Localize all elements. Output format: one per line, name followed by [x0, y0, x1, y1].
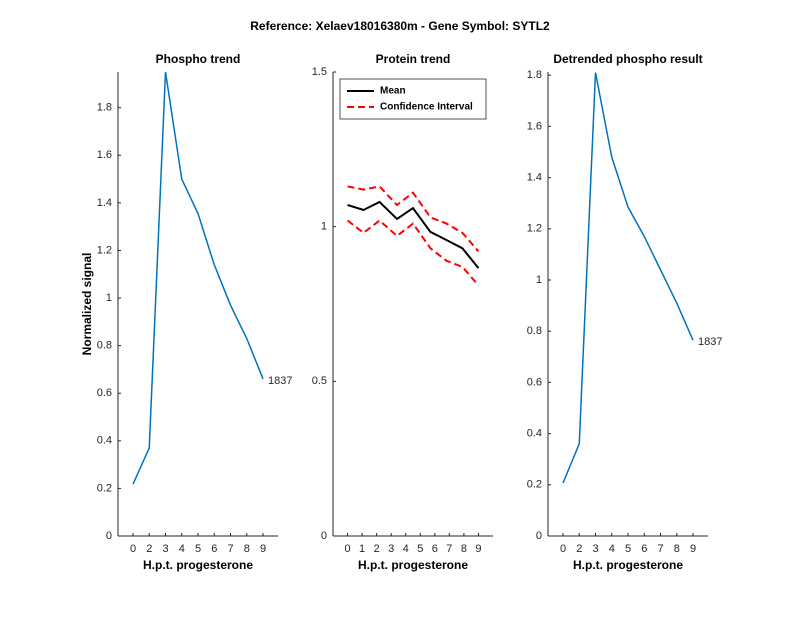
- y-tick-label: 1.2: [527, 223, 542, 235]
- x-tick-label: 0: [344, 543, 350, 555]
- figure-title: Reference: Xelaev18016380m - Gene Symbol…: [250, 19, 550, 33]
- axis-title: Protein trend: [376, 52, 451, 66]
- x-tick-label: 8: [461, 543, 467, 555]
- x-tick-label: 3: [592, 543, 598, 555]
- line: [132, 71, 264, 485]
- y-tick-label: 0: [106, 530, 112, 542]
- x-tick-label: 0: [130, 543, 136, 555]
- y-tick-label: 1.4: [527, 172, 542, 184]
- y-tick-label: 1.6: [97, 149, 112, 161]
- y-tick-label: 0: [321, 530, 327, 542]
- x-tick-label: 7: [657, 543, 663, 555]
- x-tick-label: 6: [432, 543, 438, 555]
- x-tick-label: 3: [162, 543, 168, 555]
- y-tick-label: 1.2: [97, 244, 112, 256]
- legend-label: Confidence Interval: [380, 102, 473, 113]
- x-tick-label: 8: [674, 543, 680, 555]
- x-tick-label: 5: [625, 543, 631, 555]
- legend-label: Mean: [380, 86, 406, 97]
- y-tick-label: 0.2: [97, 482, 112, 494]
- x-tick-label: 0: [560, 543, 566, 555]
- x-tick-label: 6: [641, 543, 647, 555]
- line: [562, 72, 694, 484]
- x-tick-label: 4: [609, 543, 615, 555]
- x-tick-label: 6: [211, 543, 217, 555]
- y-tick-label: 1: [106, 292, 112, 304]
- y-tick-label: 0: [536, 530, 542, 542]
- y-tick-label: 0.8: [97, 340, 112, 352]
- x-tick-label: 7: [446, 543, 452, 555]
- line: [347, 185, 480, 253]
- y-tick-label: 0.5: [312, 375, 327, 387]
- x-tick-label: 4: [179, 543, 185, 555]
- x-axis-label: H.p.t. progesterone: [358, 558, 468, 572]
- y-tick-label: 0.4: [97, 435, 112, 447]
- x-tick-label: 7: [227, 543, 233, 555]
- x-tick-label: 5: [417, 543, 423, 555]
- y-tick-label: 1.4: [97, 197, 112, 209]
- x-tick-label: 9: [690, 543, 696, 555]
- x-tick-label: 9: [475, 543, 481, 555]
- y-axis-label: Normalized signal: [80, 253, 94, 356]
- x-axis-label: H.p.t. progesterone: [143, 558, 253, 572]
- y-tick-label: 1.5: [312, 66, 327, 78]
- annotation: 1837: [698, 336, 722, 348]
- line: [347, 200, 480, 269]
- y-tick-label: 1: [321, 221, 327, 233]
- x-tick-label: 2: [576, 543, 582, 555]
- y-tick-label: 1: [536, 274, 542, 286]
- x-tick-label: 5: [195, 543, 201, 555]
- y-tick-label: 0.6: [527, 376, 542, 388]
- x-tick-label: 8: [244, 543, 250, 555]
- axis-title: Detrended phospho result: [553, 52, 702, 66]
- line: [346, 219, 480, 287]
- x-tick-label: 3: [388, 543, 394, 555]
- y-tick-label: 0.8: [527, 325, 542, 337]
- axis-title: Phospho trend: [156, 52, 241, 66]
- y-tick-label: 1.6: [527, 120, 542, 132]
- y-tick-label: 0.6: [97, 387, 112, 399]
- x-tick-label: 4: [403, 543, 409, 555]
- annotation: 1837: [268, 375, 292, 387]
- x-axis-label: H.p.t. progesterone: [573, 558, 683, 572]
- x-tick-label: 2: [146, 543, 152, 555]
- x-tick-label: 9: [260, 543, 266, 555]
- x-tick-label: 1: [359, 543, 365, 555]
- y-tick-label: 0.2: [527, 479, 542, 491]
- x-tick-label: 2: [374, 543, 380, 555]
- y-tick-label: 0.4: [527, 428, 542, 440]
- legend-box: [339, 78, 487, 120]
- y-tick-label: 1.8: [527, 69, 542, 81]
- y-tick-label: 1.8: [97, 102, 112, 114]
